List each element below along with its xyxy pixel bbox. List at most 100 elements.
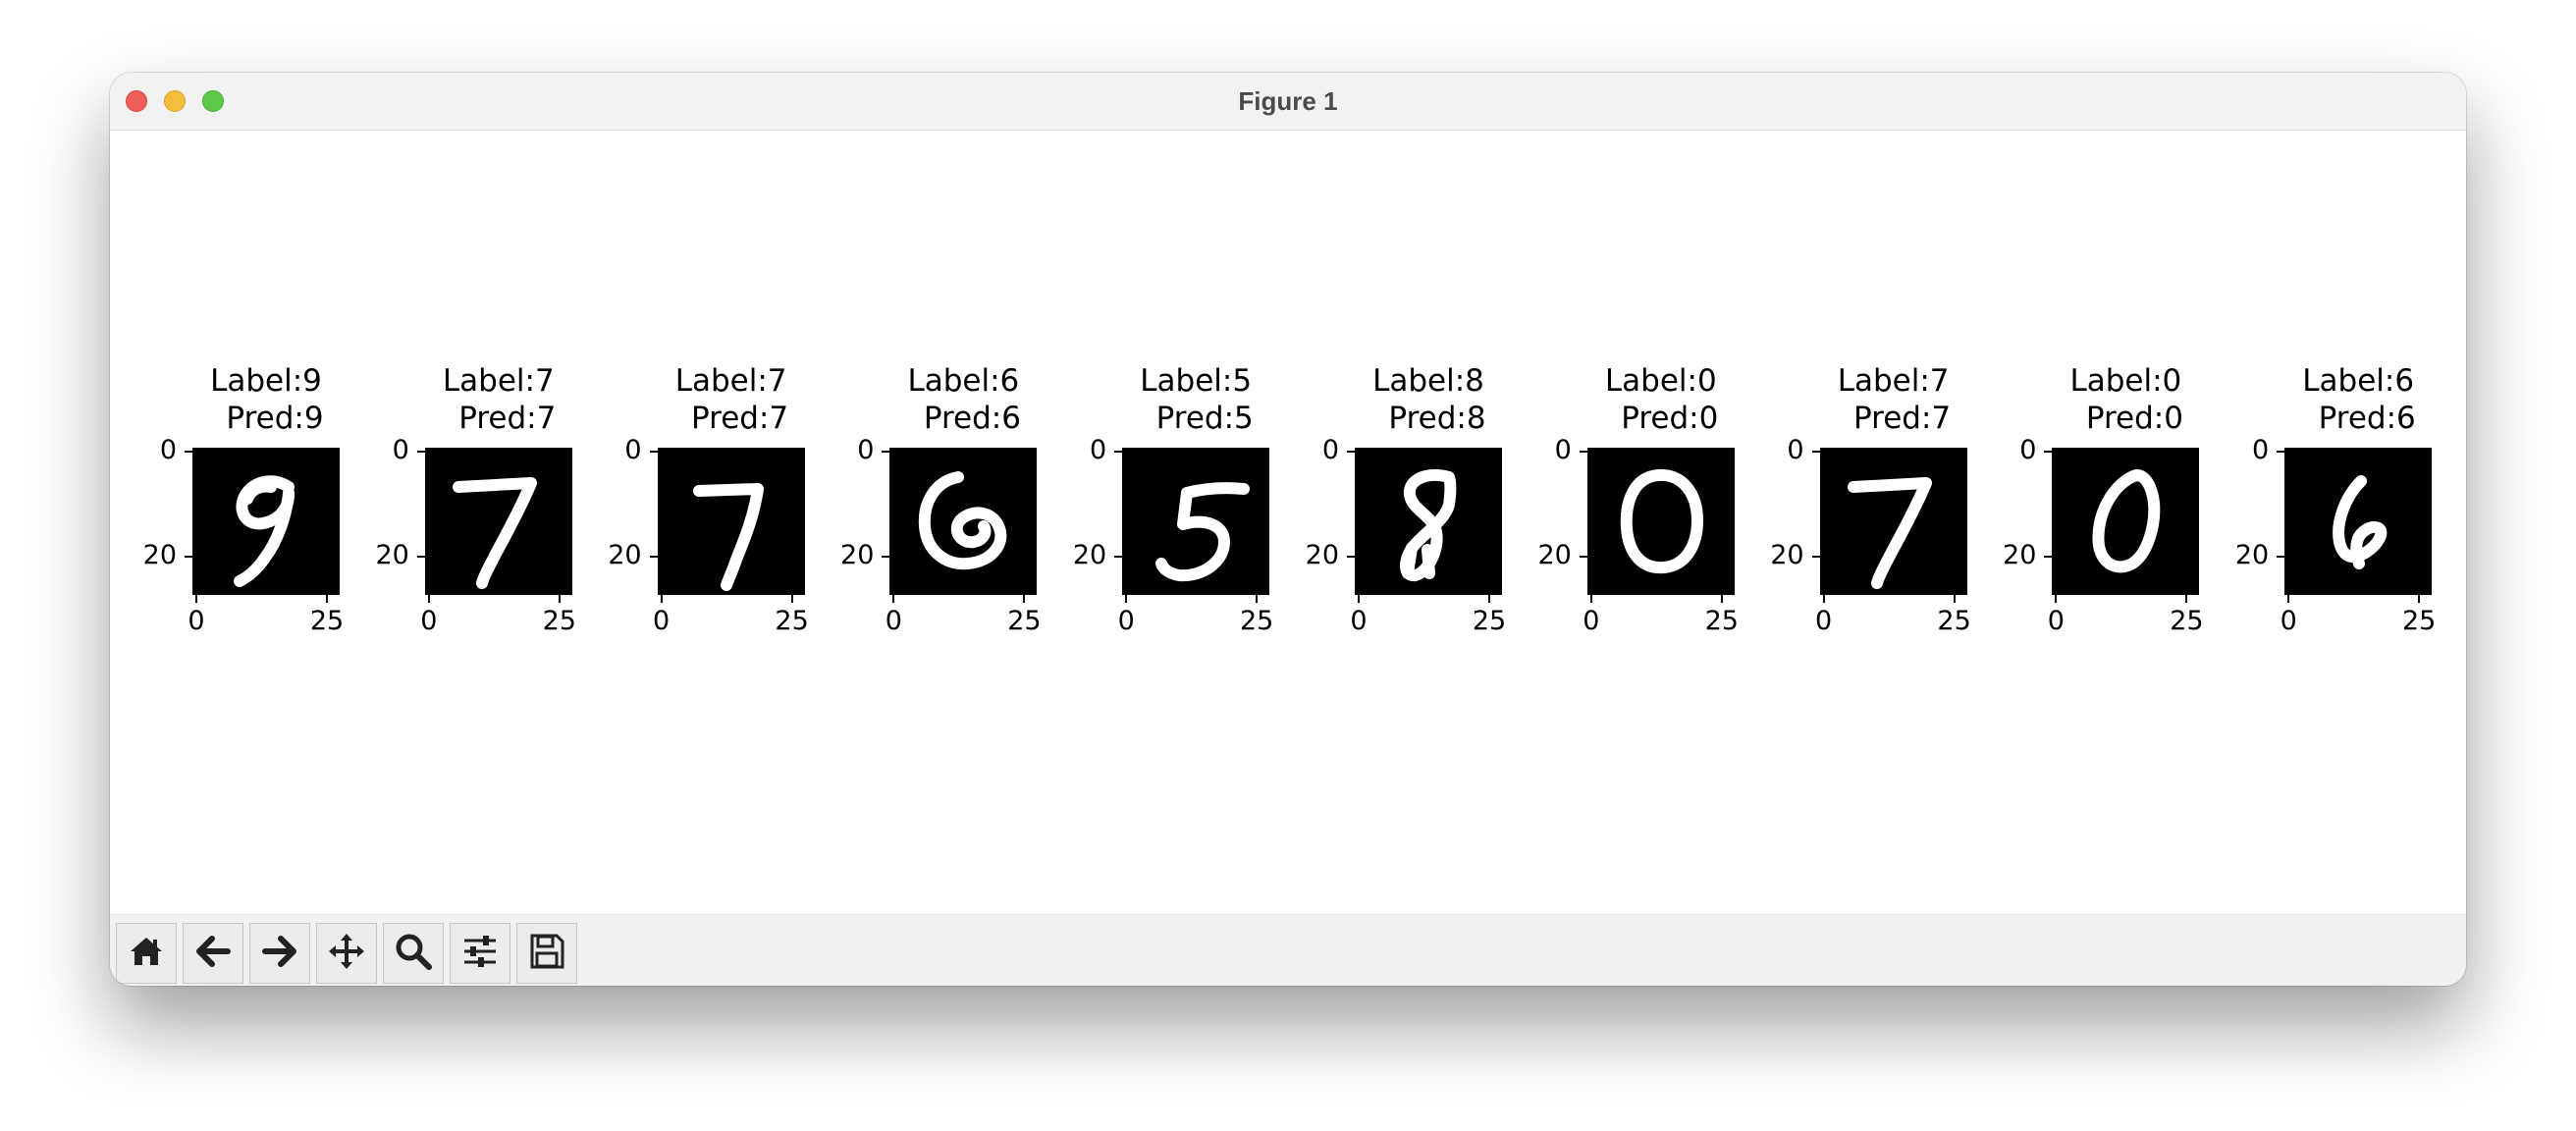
configure-subplots-button[interactable] bbox=[450, 923, 510, 984]
pan-button[interactable] bbox=[316, 923, 377, 984]
x-tick-mark bbox=[1953, 595, 1956, 603]
y-tick-label: 0 bbox=[1554, 435, 1572, 465]
predicted-label-text: Pred:6 bbox=[2318, 401, 2416, 436]
predicted-label-text: Pred:0 bbox=[2085, 401, 2183, 436]
y-tick-mark bbox=[1114, 556, 1123, 558]
y-tick-label: 0 bbox=[857, 435, 875, 465]
y-tick-label: 0 bbox=[1090, 435, 1107, 465]
window-title: Figure 1 bbox=[1238, 86, 1338, 116]
digit-image bbox=[192, 448, 340, 595]
true-label-text: Label:6 bbox=[907, 363, 1020, 399]
x-tick-label: 0 bbox=[1583, 606, 1600, 636]
x-tick-label: 25 bbox=[1240, 606, 1274, 636]
y-tick-label: 0 bbox=[159, 435, 177, 465]
y-tick-mark bbox=[2277, 451, 2285, 453]
zoom-button[interactable] bbox=[383, 923, 444, 984]
y-tick-mark bbox=[416, 556, 425, 558]
digit-image bbox=[657, 448, 805, 595]
digit-image bbox=[1122, 448, 1270, 595]
true-label-text: Label:7 bbox=[1837, 363, 1950, 399]
y-tick-mark bbox=[882, 556, 890, 558]
x-tick-label: 0 bbox=[1117, 606, 1135, 636]
x-tick-label: 25 bbox=[1704, 606, 1739, 636]
y-tick-label: 20 bbox=[1305, 540, 1339, 570]
subplot-title: Label:9 Pred:9 bbox=[168, 362, 364, 437]
y-tick-mark bbox=[1347, 556, 1355, 558]
arrow-left-icon bbox=[192, 931, 234, 976]
true-label-text: Label:7 bbox=[442, 363, 555, 399]
digit-image bbox=[1819, 448, 1967, 595]
y-tick-mark bbox=[1579, 556, 1587, 558]
y-tick-mark bbox=[2277, 556, 2285, 558]
x-tick-mark bbox=[892, 595, 895, 603]
y-tick-mark bbox=[185, 451, 192, 453]
true-label-text: Label:8 bbox=[1372, 363, 1484, 399]
subplot-title: Label:8 Pred:8 bbox=[1330, 362, 1527, 437]
floppy-disk-icon bbox=[526, 931, 567, 976]
x-tick-mark bbox=[2418, 595, 2421, 603]
y-tick-label: 20 bbox=[375, 540, 409, 570]
y-tick-mark bbox=[882, 451, 890, 453]
subplot-title: Label:6 Pred:6 bbox=[865, 362, 1061, 437]
x-tick-label: 25 bbox=[542, 606, 576, 636]
true-label-text: Label:0 bbox=[1604, 363, 1717, 399]
figure-canvas[interactable]: Label:9 Pred:9 0 20 0 25 Label:7 Pred:7 0 20 0 25 La… bbox=[110, 131, 2466, 914]
x-tick-mark bbox=[1256, 595, 1259, 603]
zoom-window-button[interactable] bbox=[202, 90, 224, 112]
y-tick-label: 20 bbox=[2234, 540, 2270, 570]
x-tick-mark bbox=[2287, 595, 2290, 603]
y-tick-label: 0 bbox=[2019, 435, 2037, 465]
digit-image bbox=[1355, 448, 1502, 595]
x-tick-mark bbox=[2055, 595, 2058, 603]
y-tick-label: 20 bbox=[608, 540, 642, 570]
y-tick-mark bbox=[649, 451, 658, 453]
figure-window: Figure 1 Label:9 Pred:9 0 20 0 25 Label:7 Pred:… bbox=[110, 73, 2466, 986]
y-tick-mark bbox=[2044, 556, 2053, 558]
x-tick-label: 0 bbox=[1815, 606, 1833, 636]
y-tick-mark bbox=[1347, 451, 1355, 453]
x-tick-mark bbox=[1023, 595, 1026, 603]
x-tick-label: 0 bbox=[653, 606, 671, 636]
arrow-right-icon bbox=[259, 931, 300, 976]
predicted-label-text: Pred:8 bbox=[1388, 401, 1486, 436]
x-tick-mark bbox=[1720, 595, 1723, 603]
x-tick-label: 0 bbox=[1350, 606, 1368, 636]
title-bar: Figure 1 bbox=[110, 73, 2466, 131]
forward-button[interactable] bbox=[249, 923, 310, 984]
x-tick-label: 25 bbox=[1007, 606, 1042, 636]
predicted-label-text: Pred:9 bbox=[226, 401, 324, 436]
predicted-label-text: Pred:7 bbox=[691, 401, 789, 436]
minimize-window-button[interactable] bbox=[164, 90, 186, 112]
x-tick-label: 0 bbox=[2280, 606, 2297, 636]
predicted-label-text: Pred:7 bbox=[458, 401, 557, 436]
y-tick-mark bbox=[416, 451, 425, 453]
y-tick-mark bbox=[1579, 451, 1587, 453]
y-tick-label: 20 bbox=[1537, 540, 1572, 570]
digit-image bbox=[2284, 448, 2433, 595]
x-tick-label: 25 bbox=[309, 606, 345, 636]
true-label-text: Label:6 bbox=[2302, 363, 2415, 399]
back-button[interactable] bbox=[183, 923, 243, 984]
digit-image bbox=[424, 448, 572, 595]
x-tick-label: 25 bbox=[2170, 606, 2204, 636]
subplot-title: Label:7 Pred:7 bbox=[633, 362, 830, 437]
x-tick-mark bbox=[1125, 595, 1128, 603]
digit-image bbox=[1586, 448, 1735, 595]
x-tick-label: 25 bbox=[2402, 606, 2437, 636]
home-button[interactable] bbox=[116, 923, 177, 984]
move-icon bbox=[326, 931, 367, 976]
y-tick-mark bbox=[1811, 556, 1820, 558]
magnifier-icon bbox=[393, 931, 434, 976]
x-tick-mark bbox=[1488, 595, 1490, 603]
x-tick-mark bbox=[790, 595, 793, 603]
save-button[interactable] bbox=[516, 923, 577, 984]
y-tick-label: 20 bbox=[1072, 540, 1107, 570]
sliders-icon bbox=[459, 931, 501, 976]
true-label-text: Label:5 bbox=[1140, 363, 1253, 399]
subplot-title: Label:5 Pred:5 bbox=[1098, 362, 1294, 437]
navigation-toolbar bbox=[110, 914, 2466, 986]
predicted-label-text: Pred:6 bbox=[923, 401, 1021, 436]
y-tick-label: 20 bbox=[2003, 540, 2037, 570]
predicted-label-text: Pred:0 bbox=[1621, 401, 1719, 436]
close-window-button[interactable] bbox=[126, 90, 147, 112]
